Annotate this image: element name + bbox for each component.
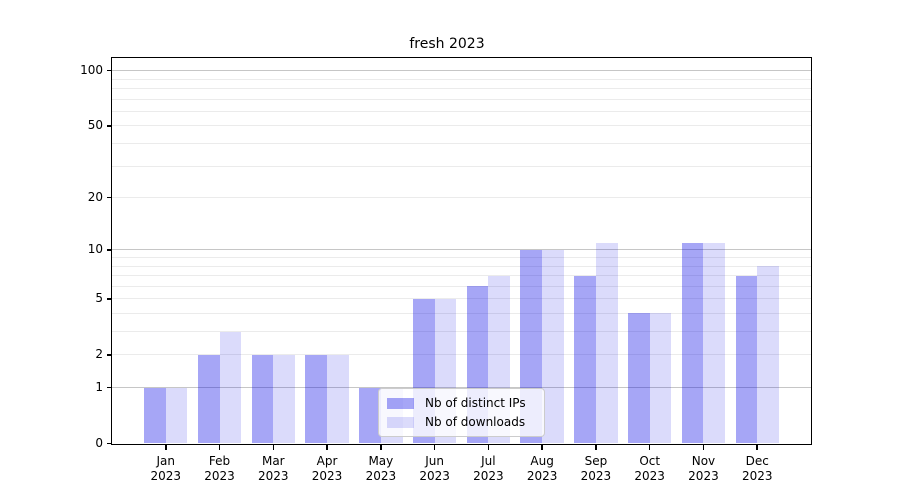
chart-title: fresh 2023: [409, 36, 485, 52]
y-tick-label: 5: [95, 291, 103, 306]
minor-gridline: [112, 331, 811, 333]
y-tick-label: 2: [95, 347, 103, 362]
bar-distinct-ips-may-2023: [359, 387, 381, 444]
y-tick-mark: [107, 249, 112, 251]
x-tick-mark: [756, 445, 758, 450]
minor-gridline: [112, 354, 811, 356]
x-tick-mark: [702, 445, 705, 450]
x-tick-mark: [218, 445, 221, 450]
x-tick-mark: [272, 445, 275, 450]
major-gridline: [112, 387, 811, 388]
x-tick-label: Mar 2023: [258, 453, 289, 483]
y-tick-label: 50: [87, 118, 103, 133]
legend-swatch-distinct-ips: [387, 397, 414, 409]
x-tick-mark: [433, 445, 436, 450]
x-tick-label: Nov 2023: [688, 453, 719, 483]
bar-downloads-mar-2023: [273, 354, 295, 444]
x-tick-mark: [326, 445, 328, 450]
bar-distinct-ips-jan-2023: [144, 387, 166, 444]
x-tick-mark: [595, 445, 597, 450]
y-tick-label: 10: [87, 242, 103, 257]
bar-downloads-sep-2023: [595, 242, 618, 444]
minor-gridline: [112, 257, 811, 258]
legend-row-distinct-ips: Nb of distinct IPs: [387, 396, 536, 410]
x-tick-mark: [487, 445, 490, 450]
x-tick-label: Apr 2023: [311, 453, 343, 483]
x-tick-mark: [165, 445, 167, 450]
y-tick-mark: [107, 354, 112, 356]
minor-gridline: [112, 165, 811, 167]
bar-downloads-feb-2023: [219, 331, 242, 444]
y-tick-mark: [107, 69, 112, 72]
minor-gridline: [112, 110, 811, 112]
minor-gridline: [112, 125, 811, 127]
x-tick-label: Dec 2023: [741, 453, 773, 483]
x-tick-label: Jun 2023: [419, 453, 450, 483]
minor-gridline: [112, 98, 811, 100]
legend: Nb of distinct IPs Nb of downloads: [378, 388, 545, 437]
minor-gridline: [112, 298, 811, 300]
y-tick-label: 0: [95, 436, 103, 450]
x-tick-label: Aug 2023: [526, 453, 558, 483]
legend-row-downloads: Nb of downloads: [387, 415, 536, 429]
x-tick-label: Jan 2023: [150, 453, 182, 483]
bar-distinct-ips-apr-2023: [305, 354, 328, 444]
bar-distinct-ips-nov-2023: [681, 242, 704, 444]
bar-downloads-nov-2023: [703, 242, 726, 444]
bar-distinct-ips-sep-2023: [574, 275, 596, 444]
x-tick-label: May 2023: [365, 453, 397, 483]
x-tick-mark: [380, 445, 382, 450]
major-gridline: [112, 70, 811, 72]
legend-swatch-downloads: [387, 416, 414, 428]
y-tick-label: 1: [95, 380, 103, 394]
x-tick-label: Oct 2023: [634, 453, 665, 483]
minor-gridline: [112, 78, 811, 80]
y-tick-label: 20: [87, 190, 103, 205]
bar-downloads-dec-2023: [757, 266, 779, 444]
minor-gridline: [112, 143, 811, 145]
y-tick-mark: [107, 442, 112, 445]
x-tick-label: Feb 2023: [204, 453, 235, 483]
x-tick-mark: [541, 445, 543, 450]
bar-downloads-jan-2023: [165, 387, 188, 444]
minor-gridline: [112, 197, 811, 199]
y-tick-mark: [107, 196, 112, 199]
bar-downloads-aug-2023: [542, 249, 564, 444]
x-tick-label: Sep 2023: [580, 453, 612, 483]
minor-gridline: [112, 275, 811, 277]
x-tick-label: Jul 2023: [473, 453, 504, 483]
bar-distinct-ips-dec-2023: [735, 275, 758, 444]
y-tick-mark: [107, 298, 112, 300]
bar-downloads-apr-2023: [327, 354, 349, 444]
minor-gridline: [112, 265, 811, 267]
bar-distinct-ips-mar-2023: [251, 354, 274, 444]
bar-downloads-oct-2023: [649, 313, 672, 444]
major-gridline: [112, 249, 811, 251]
legend-label-distinct-ips: Nb of distinct IPs: [425, 396, 526, 410]
y-tick-mark: [107, 386, 112, 389]
y-tick-label: 100: [80, 63, 103, 78]
bar-distinct-ips-feb-2023: [197, 354, 220, 444]
minor-gridline: [112, 285, 811, 287]
x-tick-mark: [648, 445, 651, 450]
minor-gridline: [112, 312, 811, 314]
minor-gridline: [112, 88, 811, 90]
bar-distinct-ips-oct-2023: [627, 313, 650, 444]
legend-label-downloads: Nb of downloads: [425, 415, 526, 429]
y-tick-mark: [107, 125, 112, 127]
